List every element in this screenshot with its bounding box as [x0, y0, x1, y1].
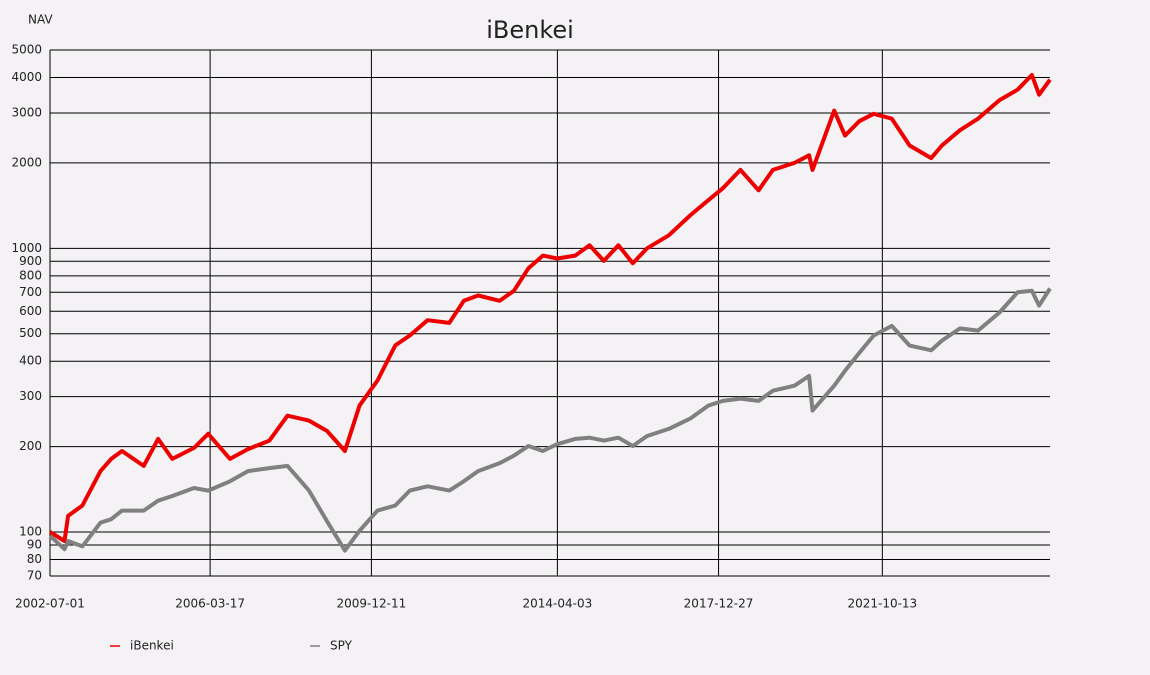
x-tick-label: 2021-10-13 [847, 597, 917, 611]
legend-label: SPY [330, 639, 353, 653]
y-tick-label: 500 [19, 326, 42, 340]
x-tick-label: 2006-03-17 [175, 597, 245, 611]
y-tick-label: 1000 [11, 241, 42, 255]
y-tick-label: 200 [19, 439, 42, 453]
y-axis-label: NAV [28, 13, 53, 27]
y-tick-label: 4000 [11, 70, 42, 84]
y-tick-label: 600 [19, 304, 42, 318]
y-tick-label: 400 [19, 354, 42, 368]
x-tick-label: 2014-04-03 [523, 597, 593, 611]
y-tick-label: 90 [27, 538, 42, 552]
x-tick-label: 2009-12-11 [337, 597, 407, 611]
y-tick-label: 70 [27, 569, 42, 583]
legend-label: iBenkei [130, 639, 174, 653]
series-line [48, 73, 1052, 543]
y-tick-label: 2000 [11, 155, 42, 169]
chart-title: iBenkei [486, 16, 574, 44]
y-tick-label: 900 [19, 254, 42, 268]
y-tick-label: 300 [19, 389, 42, 403]
y-tick-label: 800 [19, 268, 42, 282]
y-tick-label: 80 [27, 552, 42, 566]
y-tick-label: 700 [19, 285, 42, 299]
x-tick-label: 2017-12-27 [684, 597, 754, 611]
y-tick-label: 5000 [11, 43, 42, 57]
x-tick-label: 2002-07-01 [15, 597, 85, 611]
series-line [48, 287, 1052, 553]
y-tick-label: 100 [19, 525, 42, 539]
y-tick-label: 3000 [11, 105, 42, 119]
